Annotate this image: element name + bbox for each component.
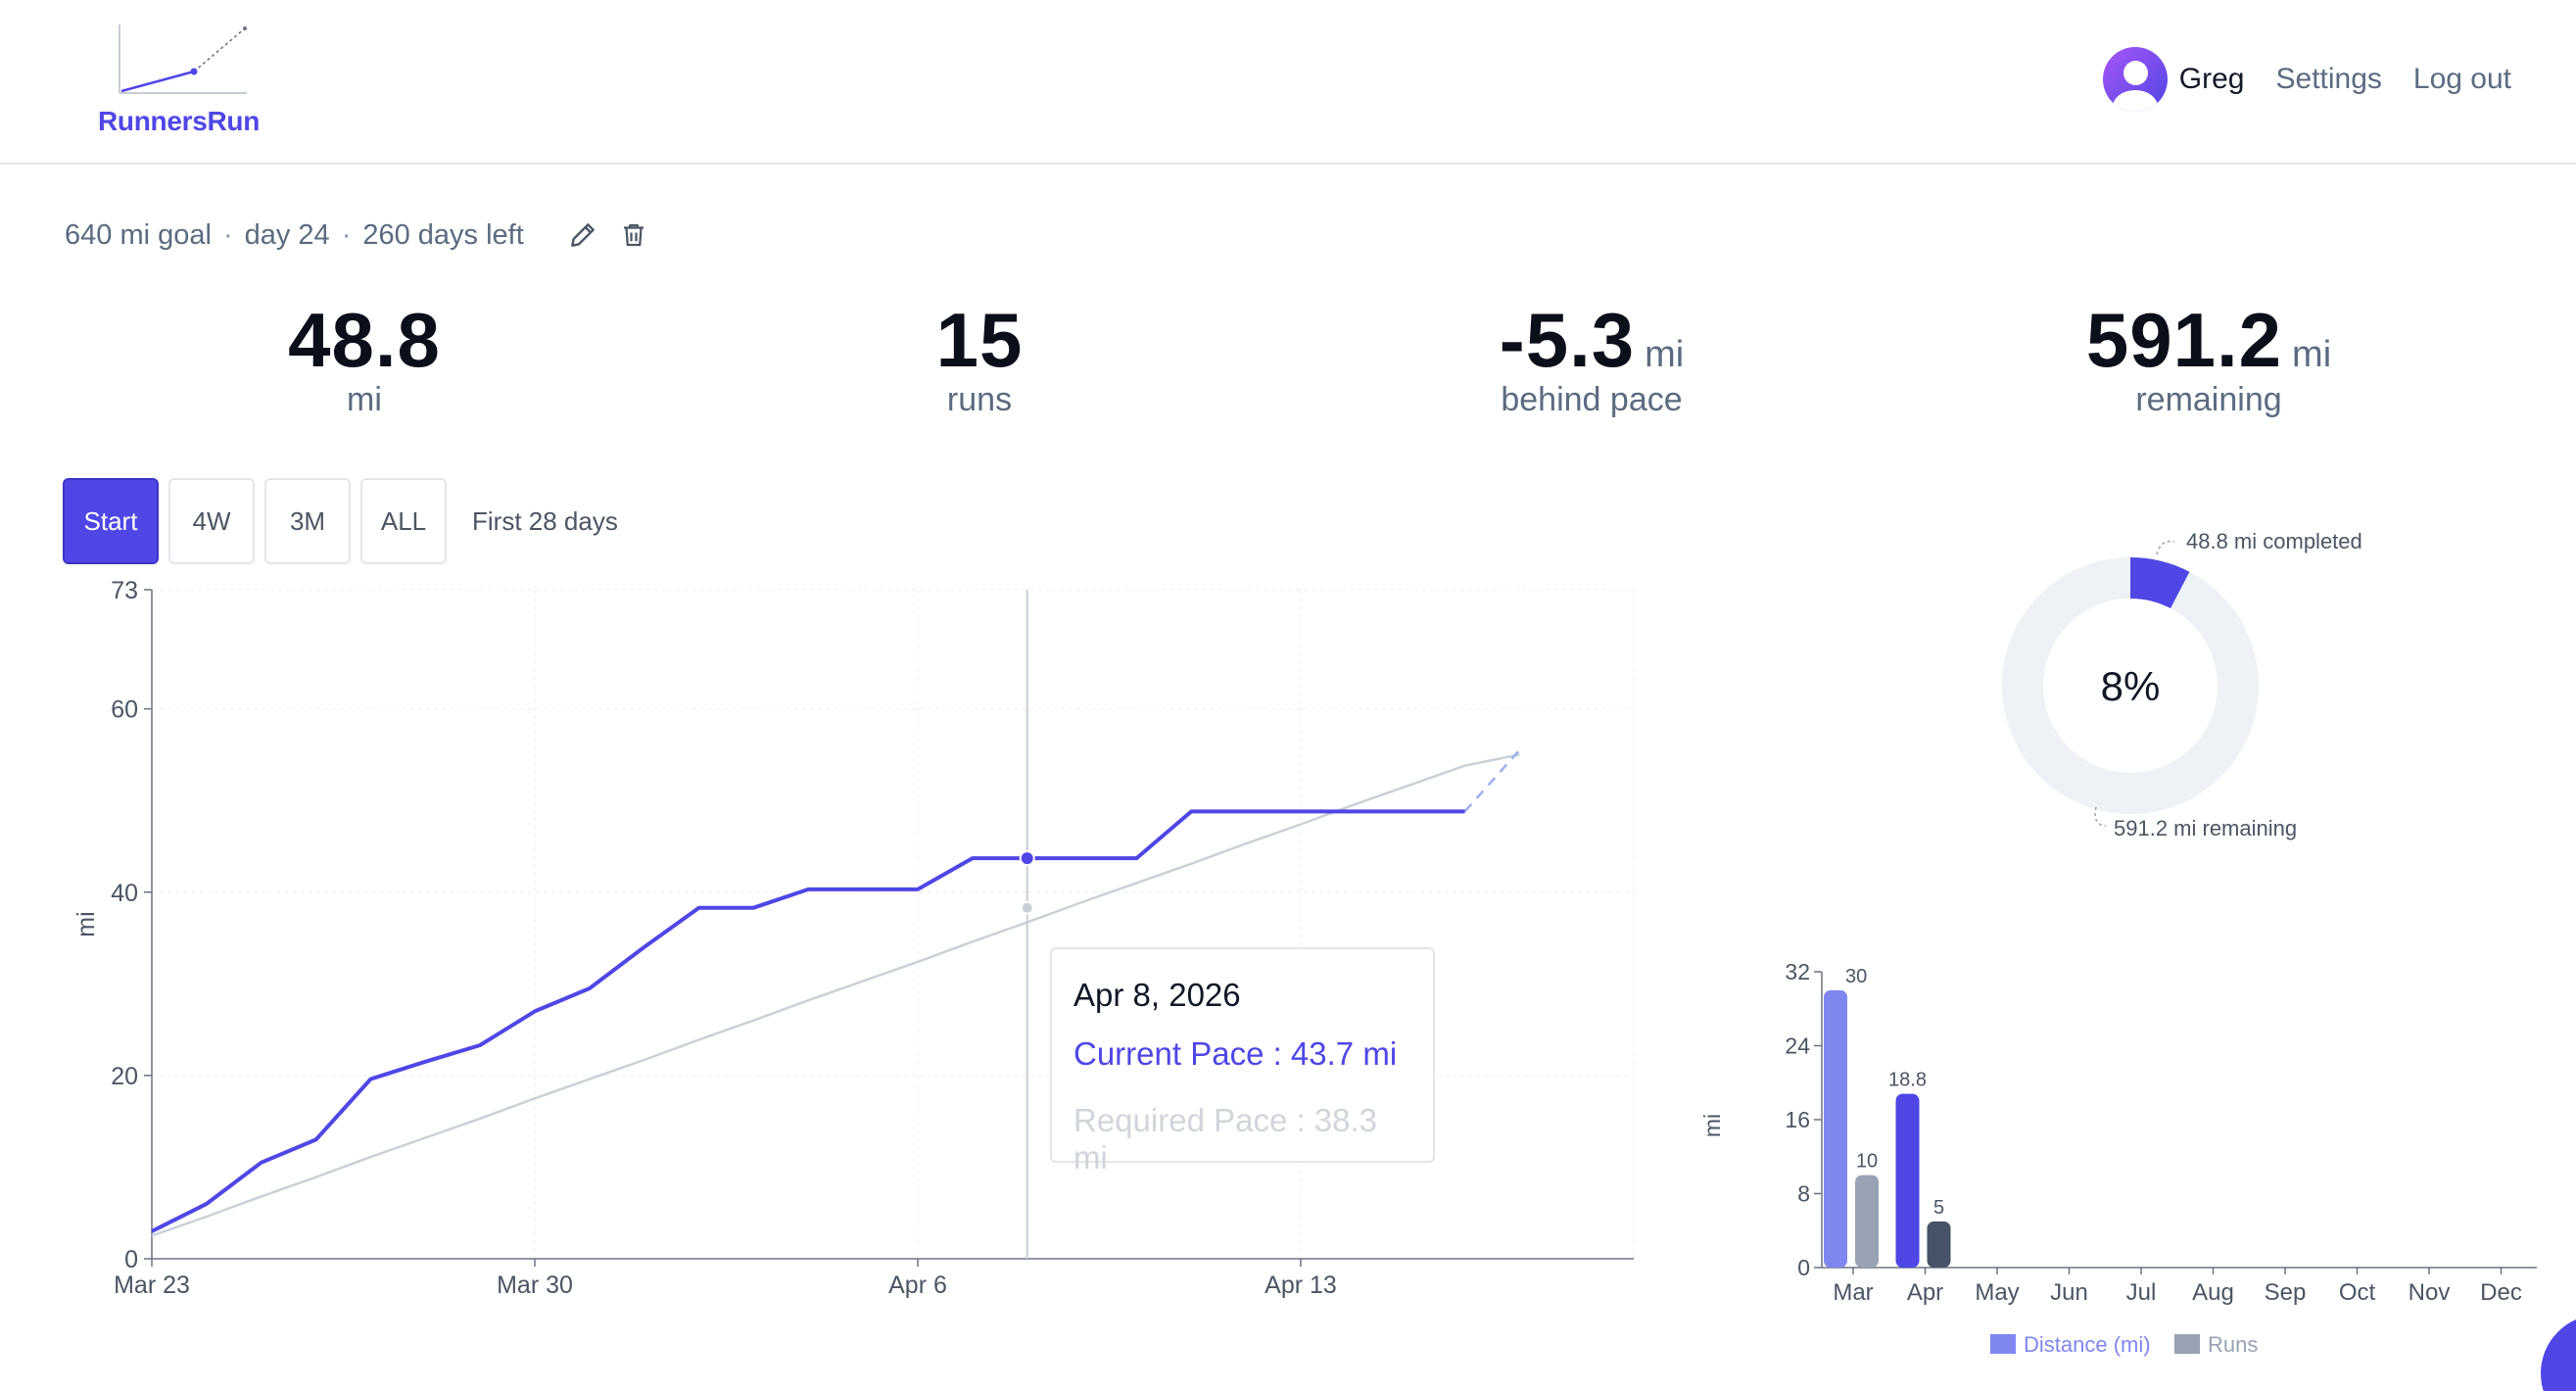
y-tick-label: 20: [111, 1063, 138, 1090]
range-4w-button[interactable]: 4W: [168, 478, 255, 564]
completed-leader-line: [2156, 540, 2175, 555]
stat-pace-unit: mi: [1645, 334, 1685, 375]
bar-x-tick-label: Oct: [2339, 1279, 2376, 1306]
y-tick-label: 73: [111, 577, 138, 604]
stat-distance: 48.8 mi: [266, 296, 462, 419]
logo[interactable]: RunnersRun: [98, 20, 274, 142]
trash-icon: [623, 223, 644, 247]
legend-distance-label: Distance (mi): [2024, 1332, 2151, 1357]
bar-x-tick-label: Sep: [2265, 1279, 2307, 1306]
bar-x-tick-label: Jul: [2126, 1279, 2157, 1306]
bar-data-label: 10: [1856, 1151, 1878, 1173]
user-avatar-icon[interactable]: [2102, 47, 2168, 112]
stat-runs-label: runs: [946, 381, 1013, 418]
stat-runs: 15 runs: [882, 296, 1077, 419]
top-header: RunnersRun Greg Settings Log out: [0, 0, 2576, 165]
donut-slice-completed: [2129, 557, 2190, 609]
settings-link[interactable]: Settings: [2275, 63, 2382, 95]
goal-actions: [565, 217, 667, 253]
bar-x-tick-label: May: [1975, 1279, 2019, 1306]
goal-distance: 640 mi goal: [65, 218, 212, 251]
required-pace-point: [1020, 900, 1034, 915]
donut-center-label: 8%: [2101, 663, 2161, 709]
x-tick-label: Mar 23: [114, 1271, 190, 1299]
goal-days-left: 260 days left: [362, 218, 524, 251]
bar-data-label: 5: [1933, 1197, 1944, 1219]
stat-pace-value: -5.3: [1499, 297, 1636, 383]
x-tick-label: Apr 6: [888, 1271, 947, 1299]
bar-x-tick-label: Apr: [1907, 1279, 1943, 1306]
stat-pace: -5.3 mi behind pace: [1440, 296, 1743, 419]
legend-distance-swatch: [1990, 1334, 2016, 1354]
pencil-icon: [570, 223, 595, 247]
bar-y-tick-label: 32: [1785, 959, 1810, 984]
bar-data-label: 18.8: [1888, 1070, 1927, 1091]
donut-remaining-label: 591.2 mi remaining: [2114, 816, 2297, 840]
delete-goal-button[interactable]: [616, 217, 651, 253]
y-tick-label: 60: [111, 696, 138, 724]
user-name[interactable]: Greg: [2178, 63, 2245, 95]
legend-runs-swatch: [2174, 1334, 2200, 1354]
bar-x-tick-label: Nov: [2409, 1279, 2451, 1306]
bar-distance: [1824, 989, 1847, 1268]
stat-runs-value: 15: [935, 297, 1024, 383]
goal-day: day 24: [244, 218, 330, 251]
required-pace-line: [151, 753, 1520, 1237]
logo-graph-icon: [119, 24, 247, 94]
remaining-leader-line: [2094, 806, 2107, 827]
donut-completed-label: 48.8 mi completed: [2186, 529, 2362, 553]
x-tick-label: Apr 13: [1264, 1271, 1337, 1299]
range-3m-button[interactable]: 3M: [264, 478, 351, 564]
chart-tooltip: Apr 8, 2026 Current Pace : 43.7 mi Requi…: [1050, 947, 1435, 1175]
monthly-bar-chart: 0 8 16 24 32 mi Mar Apr May Jun Jul Aug Sep Oct Nov Dec…: [1699, 959, 2537, 1357]
stat-distance-value: 48.8: [288, 297, 441, 383]
bar-y-axis-label: mi: [1699, 1114, 1725, 1137]
bar-y-tick-label: 24: [1785, 1033, 1810, 1059]
bar-y-tick-label: 16: [1785, 1107, 1810, 1132]
progress-donut-chart: 8% 48.8 mi completed 591.2 mi remaining: [2002, 529, 2362, 840]
progress-line-chart[interactable]: 0 20 40 60 73 Mar 23 Mar 30 Apr 6 Apr 13 mi: [0, 568, 1665, 1313]
stat-remaining-label: remaining: [2135, 381, 2282, 418]
y-tick-label: 0: [124, 1246, 138, 1273]
separator: ·: [222, 218, 233, 251]
bar-y-tick-label: 0: [1797, 1255, 1810, 1280]
bar-data-label: 30: [1845, 966, 1867, 987]
projection-line: [1463, 748, 1521, 813]
current-pace-point: [1019, 850, 1035, 867]
bar-distance: [1895, 1093, 1920, 1268]
bar-y-tick-label: 8: [1797, 1181, 1810, 1207]
tooltip-required-pace: Required Pace : 38.3 mi: [1073, 1102, 1378, 1175]
range-all-button[interactable]: ALL: [360, 478, 447, 564]
tooltip-current-pace: Current Pace : 43.7 mi: [1073, 1035, 1398, 1072]
legend-runs-label: Runs: [2208, 1332, 2258, 1357]
bar-x-tick-label: Dec: [2480, 1279, 2522, 1306]
bar-x-tick-label: Mar: [1833, 1279, 1873, 1306]
y-tick-label: 40: [111, 880, 138, 907]
x-tick-label: Mar 30: [497, 1271, 573, 1299]
top-nav: Greg Settings Log out: [2102, 45, 2511, 114]
tooltip-date: Apr 8, 2026: [1073, 977, 1241, 1013]
range-start-button[interactable]: Start: [63, 478, 159, 564]
stat-remaining: 591.2 mi remaining: [2057, 296, 2361, 419]
brand-name: RunnersRun: [98, 106, 261, 136]
stat-distance-label: mi: [347, 381, 382, 418]
bar-x-tick-label: Jun: [2050, 1279, 2088, 1306]
range-selector: Start 4W 3M ALL First 28 days: [63, 478, 618, 564]
logout-link[interactable]: Log out: [2412, 63, 2511, 95]
stat-remaining-unit: mi: [2292, 334, 2332, 375]
stat-pace-label: behind pace: [1501, 381, 1683, 418]
goal-summary: 640 mi goal · day 24 · 260 days left: [65, 217, 667, 253]
bar-x-tick-label: Aug: [2192, 1279, 2234, 1306]
bar-runs: [1855, 1175, 1879, 1268]
separator: ·: [341, 218, 352, 251]
bar-runs: [1927, 1221, 1951, 1268]
y-axis-label: mi: [72, 911, 100, 936]
edit-goal-button[interactable]: [565, 217, 600, 253]
stat-remaining-value: 591.2: [2085, 297, 2283, 383]
range-note: First 28 days: [472, 505, 618, 536]
current-pace-line: [151, 809, 1465, 1233]
